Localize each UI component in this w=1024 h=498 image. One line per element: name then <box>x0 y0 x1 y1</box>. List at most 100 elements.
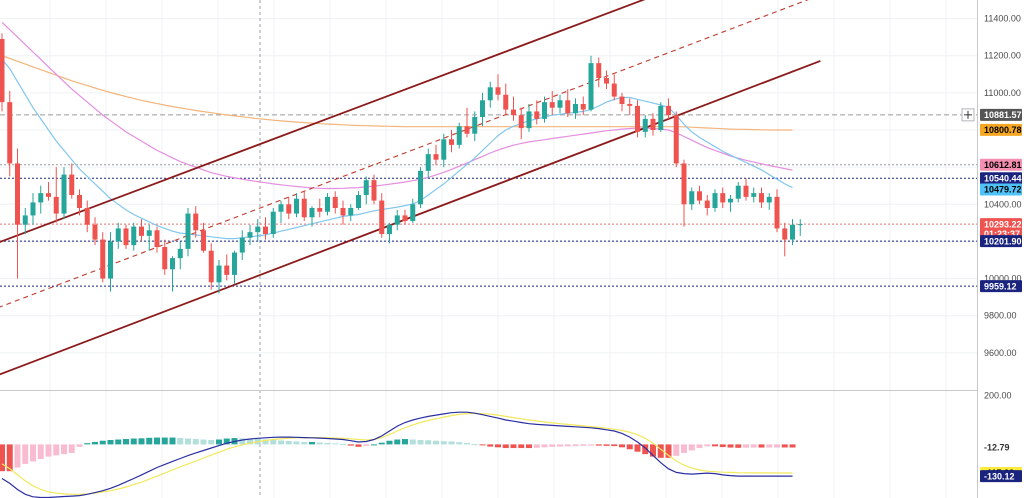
histogram-bar <box>45 444 52 457</box>
price-badge: 10293.22 <box>980 218 1022 231</box>
candle <box>511 96 516 121</box>
histogram-bar <box>448 441 455 445</box>
histogram-bar <box>378 442 385 445</box>
candle-body <box>720 193 726 203</box>
histogram-bar <box>223 438 230 445</box>
histogram-bar <box>471 444 478 446</box>
candle <box>301 191 307 221</box>
histogram-bar <box>719 444 726 448</box>
histogram-bar <box>92 441 98 445</box>
candle-body <box>402 215 408 221</box>
candle-body <box>596 63 602 78</box>
histogram-bar <box>76 444 83 447</box>
histogram-bar <box>712 444 718 447</box>
candle-body <box>526 111 532 129</box>
histogram-bar <box>456 442 463 445</box>
macd-badge-text: -12.79 <box>984 443 1010 453</box>
channel-line-upper <box>0 0 646 243</box>
macd-badge-bg <box>980 470 1022 483</box>
candle-body <box>131 226 137 246</box>
candle <box>92 217 98 246</box>
price-badge-text: 10612.81 <box>984 160 1022 170</box>
candle-body <box>22 215 28 225</box>
candle <box>30 193 36 225</box>
histogram-bar <box>61 444 67 455</box>
price-badge-text: 10800.78 <box>984 125 1022 135</box>
candle-body <box>681 163 687 205</box>
candle <box>84 200 90 233</box>
y-tick-label: 10400.00 <box>984 199 1022 209</box>
macd-signal-line <box>1 412 793 495</box>
candle-body <box>503 94 509 110</box>
candle-body <box>627 104 633 106</box>
candle <box>542 96 547 123</box>
histogram-bar <box>6 444 13 472</box>
histogram-bar <box>557 444 563 447</box>
candle-body <box>790 224 795 240</box>
histogram-bar <box>781 444 788 448</box>
candle-body <box>573 104 578 114</box>
candle-body <box>201 230 206 251</box>
candle-body <box>123 228 129 246</box>
candle-body <box>735 185 741 199</box>
histogram-bar <box>766 444 773 448</box>
candle-body <box>232 252 237 275</box>
candle <box>611 74 617 101</box>
candle-body <box>348 208 354 216</box>
candle <box>185 208 191 257</box>
candle-body <box>456 126 462 145</box>
histogram-bar <box>502 444 509 449</box>
candle-body <box>433 154 439 160</box>
candle <box>232 250 237 285</box>
candle <box>619 92 625 112</box>
candle <box>797 219 803 236</box>
candle <box>534 100 540 125</box>
histogram-bar <box>285 440 292 445</box>
candle <box>418 167 423 208</box>
histogram-bar <box>332 443 339 445</box>
histogram-bar <box>688 444 695 451</box>
candle <box>697 185 702 205</box>
histogram-bar <box>464 442 470 445</box>
candle-body <box>15 163 20 225</box>
macd-pane <box>0 411 796 498</box>
candle-body <box>658 105 664 130</box>
candle-body <box>410 204 416 221</box>
price-badge-bg <box>980 123 1022 136</box>
candle <box>294 193 299 218</box>
price-axis[interactable]: 11400.0011200.0011000.0010800.0010600.00… <box>984 14 1022 401</box>
candle-body <box>294 198 299 214</box>
candle-body <box>193 213 199 231</box>
candle <box>759 187 764 208</box>
y-tick-label: 9800.00 <box>984 311 1017 321</box>
histogram-bar <box>572 444 579 447</box>
histogram-bar <box>526 444 532 449</box>
price-badge-text: 10201.90 <box>984 236 1022 246</box>
histogram-bar <box>14 444 21 468</box>
candle-body <box>697 191 702 201</box>
candle-body <box>782 228 788 240</box>
price-badge: 10612.81 <box>980 158 1022 171</box>
channel-line-mid <box>0 0 809 308</box>
histogram-bar <box>417 440 424 445</box>
candle-body <box>650 118 656 130</box>
histogram-bar <box>409 439 416 445</box>
histogram-bar <box>611 444 618 447</box>
price-badge-bg <box>980 172 1022 185</box>
candle-body <box>425 154 431 171</box>
histogram-bar <box>425 440 432 445</box>
candle <box>286 196 292 220</box>
candle-body <box>518 115 524 129</box>
candle <box>464 107 470 138</box>
price-badge-text: 10293.22 <box>984 219 1022 229</box>
candle-body <box>363 180 369 195</box>
candle <box>108 232 113 292</box>
candle <box>263 217 268 240</box>
histogram-bar <box>743 444 749 448</box>
candle <box>340 200 346 225</box>
candle-body <box>115 228 121 242</box>
candle <box>325 193 330 216</box>
histogram-bar <box>386 440 393 445</box>
candle <box>15 148 20 279</box>
